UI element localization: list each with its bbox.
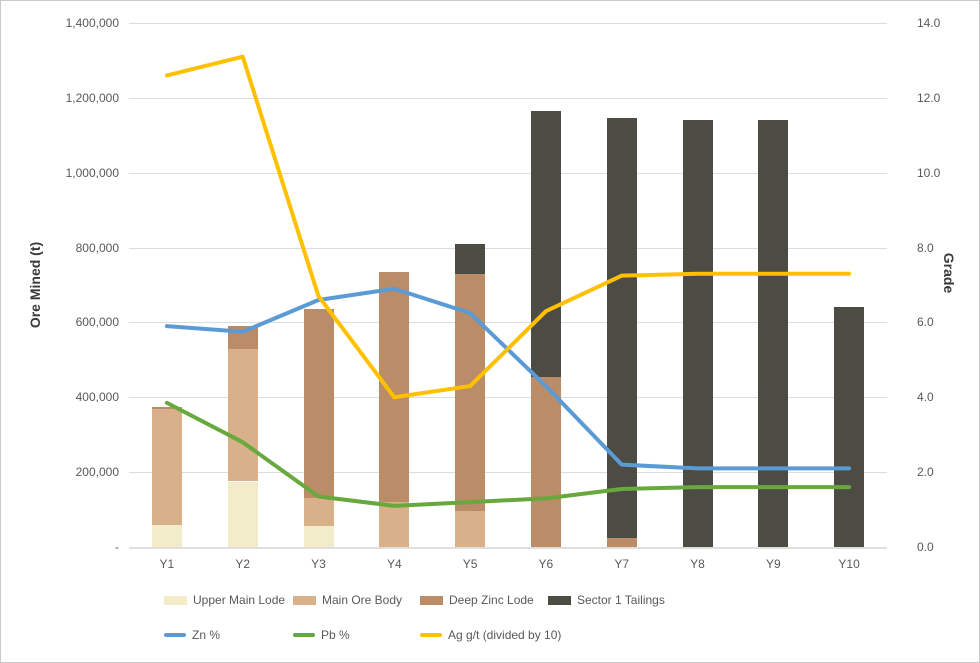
x-axis-category-label: Y3: [311, 557, 326, 571]
x-axis-category-label: Y5: [462, 557, 478, 571]
legend-swatch-line: [164, 633, 186, 637]
bar-segment-sector-1-tailings: [530, 110, 561, 377]
left-axis-tick-label: 400,000: [75, 390, 119, 405]
bar-segment-sector-1-tailings: [834, 307, 865, 547]
right-axis-title: Grade: [941, 252, 957, 294]
legend-label: Main Ore Body: [322, 593, 403, 607]
x-axis-line: [129, 547, 887, 549]
legend-label: Ag g/t (divided by 10): [448, 628, 562, 642]
bar-segment-sector-1-tailings: [682, 120, 713, 547]
bar-segment-main-ore-body: [151, 408, 182, 525]
legend-item-sector-1-tailings: Sector 1 Tailings: [548, 593, 665, 607]
right-axis-tick-label: 2.0: [917, 465, 934, 480]
bar-segment-main-ore-body: [455, 511, 486, 547]
left-axis-tick-label: 200,000: [75, 465, 119, 480]
gridline: [129, 23, 887, 24]
legend-item-deep-zinc-lode: Deep Zinc Lode: [420, 593, 534, 607]
bar-segment-deep-zinc-lode: [530, 376, 561, 547]
gridline: [129, 97, 887, 99]
right-axis-tick-label: 10.0: [917, 165, 941, 180]
bar-segment-upper-main-lode: [151, 524, 182, 547]
left-axis-tick-label: 1,200,000: [65, 90, 119, 105]
legend-swatch-bar: [164, 595, 187, 605]
x-axis-category-label: Y8: [690, 557, 705, 571]
bar-segment-sector-1-tailings: [758, 120, 789, 547]
x-axis-category-label: Y10: [838, 557, 860, 571]
legend-item-main-ore-body: Main Ore Body: [293, 593, 402, 607]
bar-segment-main-ore-body: [379, 502, 410, 547]
legend-label: Upper Main Lode: [193, 593, 286, 607]
bar-segment-upper-main-lode: [227, 481, 258, 547]
legend-item-ag-g-t-divided-by-10-: Ag g/t (divided by 10): [420, 628, 561, 642]
bar-segment-main-ore-body: [303, 498, 334, 527]
legend-swatch-bar: [420, 595, 443, 605]
left-axis-tick-label: 600,000: [75, 315, 119, 330]
left-axis-tick-label: 800,000: [75, 240, 119, 255]
x-axis-category-label: Y6: [538, 557, 554, 571]
legend-item-zn-: Zn %: [164, 628, 220, 642]
bar-segment-deep-zinc-lode: [455, 273, 486, 512]
legend-label: Deep Zinc Lode: [449, 593, 534, 607]
right-axis-tick-label: 8.0: [917, 240, 934, 255]
left-axis-tick-label: -: [115, 540, 119, 554]
x-axis-category-label: Y4: [386, 557, 402, 571]
legend-label: Sector 1 Tailings: [577, 593, 665, 607]
legend-swatch-line: [293, 633, 315, 637]
x-axis-category-label: Y1: [159, 557, 175, 571]
bar-segment-deep-zinc-lode: [606, 537, 637, 547]
right-axis-tick-label: 4.0: [917, 390, 934, 405]
line-pb-: [164, 400, 852, 508]
right-axis-tick-label: 12.0: [917, 90, 941, 105]
bar-segment-deep-zinc-lode: [227, 326, 258, 349]
bar-segment-main-ore-body: [227, 348, 258, 482]
bar-segment-deep-zinc-lode: [151, 406, 182, 409]
bar-segment-sector-1-tailings: [606, 118, 637, 538]
left-axis-tick-label: 1,000,000: [65, 165, 119, 180]
bar-segment-deep-zinc-lode: [303, 309, 334, 499]
bar-segment-sector-1-tailings: [455, 243, 486, 274]
right-axis-tick-label: 14.0: [917, 16, 941, 30]
legend-item-pb-: Pb %: [293, 628, 350, 642]
x-axis-category-label: Y7: [614, 557, 630, 571]
x-axis-category-label: Y2: [235, 557, 251, 571]
left-axis-tick-label: 1,400,000: [65, 16, 119, 30]
legend-swatch-line: [420, 633, 442, 637]
bar-segment-upper-main-lode: [303, 526, 334, 547]
legend-item-upper-main-lode: Upper Main Lode: [164, 593, 285, 607]
line-ag-g-t-divided-by-10-: [164, 54, 852, 400]
legend-label: Zn %: [192, 628, 221, 642]
legend-label: Pb %: [321, 628, 350, 642]
bar-segment-deep-zinc-lode: [379, 271, 410, 503]
right-axis-tick-label: 6.0: [917, 315, 934, 330]
legend-swatch-bar: [293, 595, 316, 605]
line-zn-: [164, 286, 852, 471]
legend-swatch-bar: [548, 595, 571, 605]
right-axis-tick-label: 0.0: [917, 540, 934, 554]
x-axis-category-label: Y9: [765, 557, 781, 571]
